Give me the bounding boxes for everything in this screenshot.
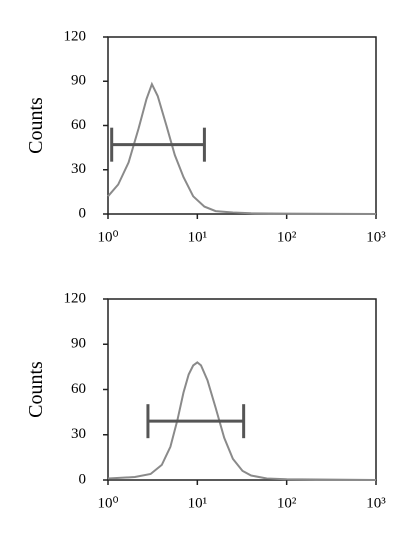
y-axis-label: Counts [25,361,47,418]
y-tick-label: 60 [71,117,86,133]
plot-frame [107,298,377,481]
y-tick-label: 30 [71,161,86,177]
x-tick-label: 10² [277,229,297,245]
x-tick-label: 10¹ [188,495,208,511]
y-axis-label: Counts [25,97,47,154]
x-tick-label: 10⁰ [97,229,118,245]
y-tick-label: 90 [71,73,86,89]
histogram-line [107,81,377,215]
x-tick-label: 10² [277,495,297,511]
y-tick-label: 90 [71,336,86,352]
y-tick-label: 0 [79,205,87,221]
x-tick-label: 10¹ [188,229,208,245]
y-tick-label: 120 [64,28,87,44]
y-tick-label: 30 [71,426,86,442]
histogram-line [107,361,377,481]
x-tick-label: 10³ [366,229,386,245]
plot-frame [107,36,377,215]
y-tick-label: 120 [64,290,87,306]
x-tick-label: 10³ [366,495,386,511]
x-tick-label: 10⁰ [97,495,118,511]
y-tick-label: 60 [71,381,86,397]
y-tick-label: 0 [79,471,87,487]
